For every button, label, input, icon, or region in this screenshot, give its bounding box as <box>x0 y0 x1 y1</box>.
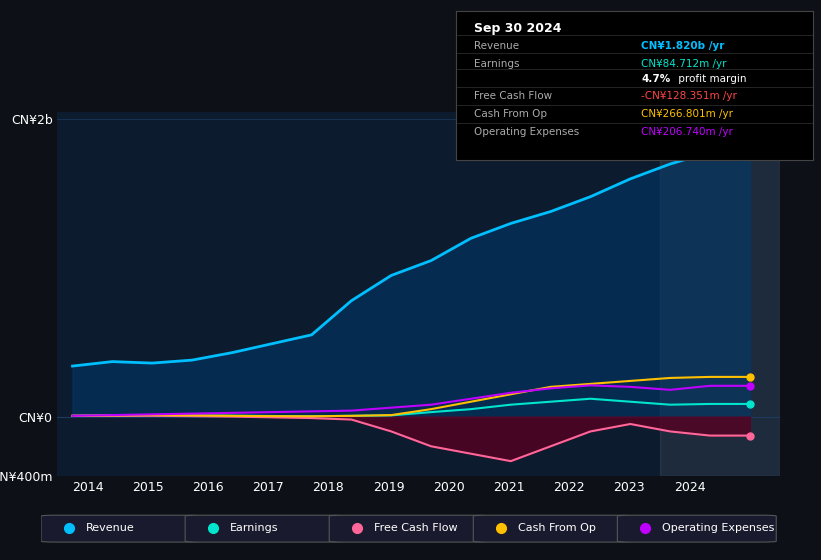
Text: Free Cash Flow: Free Cash Flow <box>374 523 457 533</box>
FancyBboxPatch shape <box>186 515 344 542</box>
FancyBboxPatch shape <box>473 515 632 542</box>
FancyBboxPatch shape <box>617 515 777 542</box>
Text: Earnings: Earnings <box>230 523 278 533</box>
Text: Cash From Op: Cash From Op <box>518 523 595 533</box>
Bar <box>659 112 780 476</box>
Text: profit margin: profit margin <box>676 73 747 83</box>
Text: 4.7%: 4.7% <box>641 73 671 83</box>
Text: Operating Expenses: Operating Expenses <box>662 523 774 533</box>
Text: Sep 30 2024: Sep 30 2024 <box>474 22 561 35</box>
FancyBboxPatch shape <box>329 515 488 542</box>
Text: Free Cash Flow: Free Cash Flow <box>474 91 552 101</box>
Text: Cash From Op: Cash From Op <box>474 109 547 119</box>
Text: Earnings: Earnings <box>474 59 519 69</box>
Text: Revenue: Revenue <box>474 41 519 51</box>
Text: CN¥1.820b /yr: CN¥1.820b /yr <box>641 41 725 51</box>
Text: CN¥206.740m /yr: CN¥206.740m /yr <box>641 127 733 137</box>
FancyBboxPatch shape <box>41 515 200 542</box>
Text: Operating Expenses: Operating Expenses <box>474 127 579 137</box>
Text: CN¥266.801m /yr: CN¥266.801m /yr <box>641 109 733 119</box>
Text: -CN¥128.351m /yr: -CN¥128.351m /yr <box>641 91 737 101</box>
Text: Revenue: Revenue <box>85 523 134 533</box>
Text: CN¥84.712m /yr: CN¥84.712m /yr <box>641 59 727 69</box>
